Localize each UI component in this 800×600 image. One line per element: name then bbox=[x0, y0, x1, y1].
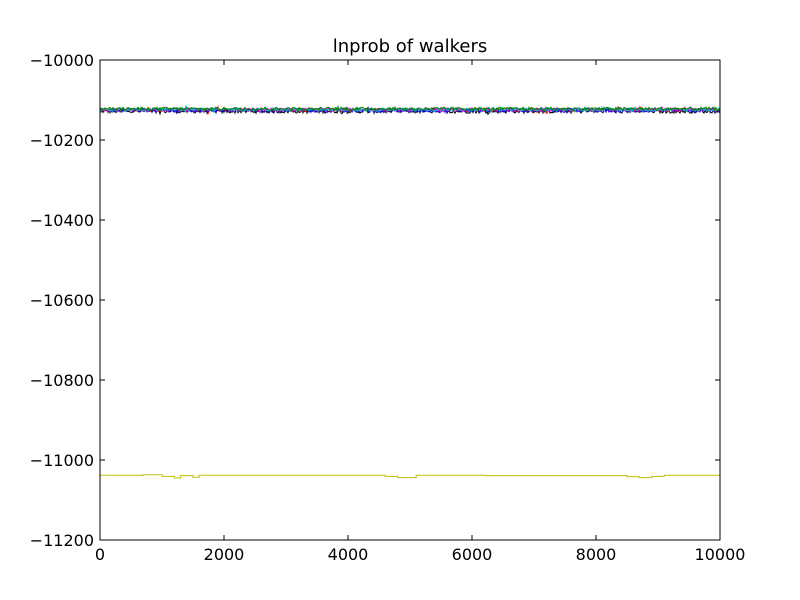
x-tick-label: 2000 bbox=[204, 545, 245, 564]
tick-layer: 0 2000 4000 6000 8000 10000 −11200 −11000 −10800… bbox=[30, 51, 746, 564]
x-tick-label: 8000 bbox=[576, 545, 617, 564]
x-tick-label: 6000 bbox=[452, 545, 493, 564]
y-tick-label: −10200 bbox=[30, 131, 94, 150]
walker-series-6 bbox=[100, 474, 720, 479]
x-tick-label: 0 bbox=[95, 545, 105, 564]
series-layer bbox=[99, 105, 721, 479]
chart-title: lnprob of walkers bbox=[333, 36, 487, 57]
y-tick-label: −11200 bbox=[30, 531, 94, 550]
y-tick-label: −11000 bbox=[30, 451, 94, 470]
y-tick-label: −10600 bbox=[30, 291, 94, 310]
y-tick-label: −10400 bbox=[30, 211, 94, 230]
y-tick-label: −10800 bbox=[30, 371, 94, 390]
walker-series-5 bbox=[99, 105, 721, 114]
x-tick-label: 4000 bbox=[328, 545, 369, 564]
x-tick-label: 10000 bbox=[695, 545, 746, 564]
y-tick-label: −10000 bbox=[30, 51, 94, 70]
